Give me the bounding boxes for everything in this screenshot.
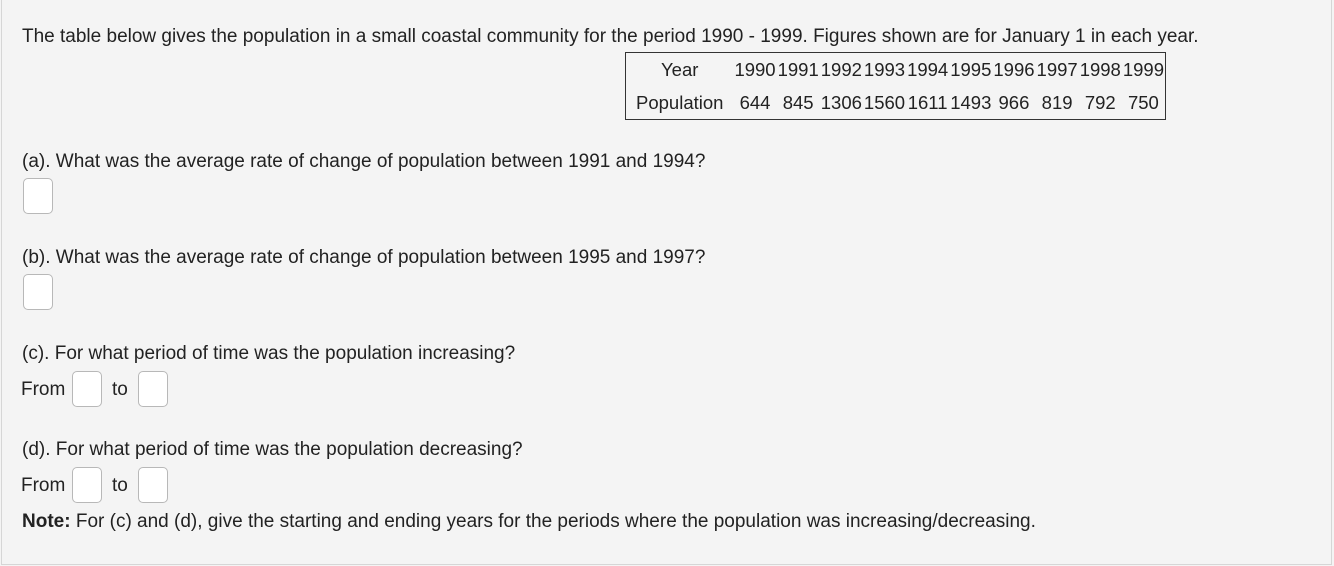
year-cell: 1990	[734, 58, 776, 80]
note-label: Note:	[22, 511, 71, 532]
year-cell: 1992	[820, 58, 862, 80]
population-cell: 644	[739, 91, 771, 113]
question-b-text: (b). What was the average rate of change…	[22, 247, 706, 268]
population-cell: 966	[998, 91, 1030, 113]
year-cell: 1994	[907, 58, 949, 80]
intro-text: The table below gives the population in …	[22, 26, 1199, 47]
to-label-c: to	[112, 379, 128, 400]
year-cell: 1998	[1079, 58, 1121, 80]
answer-a-input[interactable]	[23, 178, 53, 214]
question-c-text: (c). For what period of time was the pop…	[22, 343, 516, 364]
population-cell: 819	[1041, 91, 1073, 113]
population-cell: 792	[1084, 91, 1116, 113]
population-cell: 845	[782, 91, 814, 113]
population-row-label: Population	[636, 91, 724, 113]
to-label-d: to	[112, 475, 128, 496]
question-a-text: (a). What was the average rate of change…	[22, 151, 706, 172]
increasing-to-input[interactable]	[138, 371, 168, 407]
year-cell: 1999	[1122, 58, 1164, 80]
population-cell: 750	[1127, 91, 1159, 113]
population-row: Population 644 845 1306 1560 1611 1493 9…	[626, 86, 1166, 120]
year-cell: 1993	[863, 58, 906, 80]
from-label-c: From	[21, 379, 66, 400]
year-row: Year 1990 1991 1992 1993 1994 1995 1996 …	[626, 53, 1166, 87]
from-label-d: From	[21, 475, 66, 496]
year-cell: 1995	[950, 58, 992, 80]
population-cell: 1560	[863, 91, 906, 113]
question-d-text: (d). For what period of time was the pop…	[22, 439, 523, 460]
decreasing-to-input[interactable]	[138, 467, 168, 503]
answer-b-input[interactable]	[23, 274, 53, 310]
decreasing-from-input[interactable]	[72, 467, 102, 503]
year-cell: 1997	[1036, 58, 1078, 80]
population-cell: 1611	[907, 91, 948, 113]
increasing-from-input[interactable]	[72, 371, 102, 407]
year-cell: 1996	[993, 58, 1035, 80]
population-table: Year 1990 1991 1992 1993 1994 1995 1996 …	[625, 52, 1166, 120]
note-body: For (c) and (d), give the starting and e…	[70, 511, 1036, 532]
year-cell: 1991	[777, 58, 819, 80]
note-text: Note: For (c) and (d), give the starting…	[22, 510, 1036, 534]
year-row-label: Year	[661, 58, 699, 80]
population-cell: 1306	[820, 91, 862, 113]
population-cell: 1493	[950, 91, 992, 113]
